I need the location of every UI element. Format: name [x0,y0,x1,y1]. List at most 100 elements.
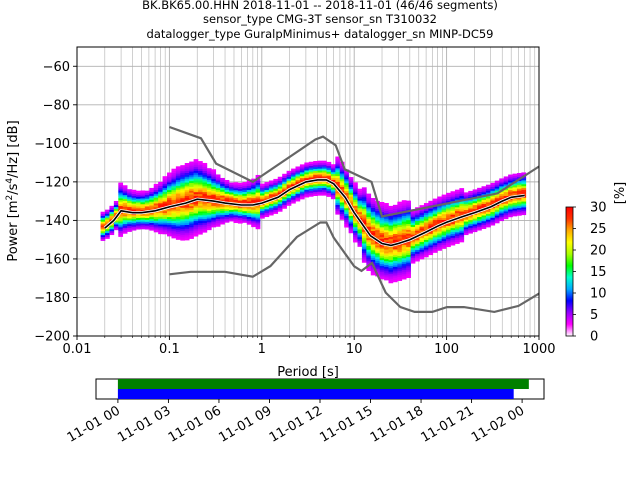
heatmap-cell [273,202,279,205]
heatmap-cell [180,226,186,230]
heatmap-cell [237,192,243,195]
heatmap-cell [375,208,380,211]
heatmap-cell [144,194,150,197]
heatmap-cell [233,182,239,185]
heatmap-cell [180,211,186,214]
heatmap-cell [273,194,279,197]
heatmap-cell [428,216,434,219]
heatmap-cell [366,243,372,246]
heatmap-cell [268,193,274,197]
heatmap-cell [260,195,265,198]
heatmap-cell [353,226,358,229]
heatmap-cell [264,185,270,189]
heatmap-cell [264,207,270,210]
heatmap-cell [499,182,504,185]
heatmap-cell [419,245,425,248]
heatmap-cell [339,200,345,203]
heatmap-cell [211,219,217,222]
heatmap-cell [397,217,403,220]
heatmap-cell [388,252,394,255]
heatmap-cell [335,164,341,167]
heatmap-cell [485,225,491,228]
heatmap-cell [330,170,336,173]
heatmap-cell [295,178,301,181]
heatmap-cell [224,206,230,210]
heatmap-cell [441,206,447,209]
heatmap-cell [131,201,137,204]
heatmap-cell [516,201,522,205]
heatmap-cell [415,214,420,218]
heatmap-cell [180,209,186,212]
heatmap-cell [202,180,208,183]
heatmap-cell [397,267,403,270]
heatmap-cell [388,254,394,257]
heatmap-cell [100,219,106,222]
heatmap-cell [136,215,141,218]
heatmap-cell [357,188,363,191]
heatmap-cell [375,264,380,267]
heatmap-cell [136,225,141,228]
heatmap-cell [211,192,217,195]
heatmap-cell [180,174,186,178]
heatmap-cell [415,220,420,223]
heatmap-cell [401,232,407,236]
heatmap-cell [446,240,451,244]
heatmap-cell [410,253,416,256]
heatmap-cell [361,247,367,250]
heatmap-cell [423,203,429,206]
heatmap-cell [193,161,199,164]
heatmap-cell [494,217,500,220]
heatmap-cell [277,197,283,201]
heatmap-cell [499,213,504,216]
heatmap-cell [494,213,500,216]
heatmap-cell [370,228,376,232]
heatmap-cell [454,237,460,241]
heatmap-cell [419,241,425,244]
heatmap-cell [437,200,442,203]
heatmap-cell [171,207,177,210]
heatmap-cell [379,232,385,236]
heatmap-cell [277,180,283,183]
heatmap-cell [397,269,403,272]
heatmap-cell [410,255,416,258]
heatmap-cell [392,208,398,211]
heatmap-cell [401,225,407,228]
heatmap-cell [454,203,460,206]
heatmap-cell [490,207,496,211]
heatmap-cell [357,209,363,213]
heatmap-cell [477,197,482,200]
heatmap-cell [406,269,411,273]
heatmap-cell [122,216,128,219]
heatmap-cell [472,191,478,194]
heatmap-cell [370,253,376,257]
heatmap-cell [428,214,434,217]
heatmap-cell [180,238,186,241]
heatmap-cell [388,281,394,284]
heatmap-cell [167,180,172,183]
heatmap-cell [251,209,256,212]
heatmap-cell [140,200,146,203]
heatmap-cell [184,216,190,220]
heatmap-cell [415,251,420,254]
heatmap-cell [366,255,372,258]
heatmap-cell [521,180,527,183]
heatmap-cell [508,193,513,197]
heatmap-cell [229,217,234,220]
heatmap-cell [255,213,261,216]
heatmap-cell [357,198,363,201]
heatmap-cell [516,190,522,193]
heatmap-cell [264,210,270,214]
heatmap-cell [441,242,447,245]
heatmap-cell [268,211,274,214]
heatmap-cell [189,234,194,237]
heatmap-cell [485,200,491,203]
heatmap-cell [220,187,225,190]
heatmap-cell [233,184,239,187]
heatmap-cell [202,176,208,179]
heatmap-cell [366,239,372,243]
heatmap-cell [175,197,181,200]
heatmap-cell [415,257,420,260]
heatmap-cell [370,273,376,276]
heatmap-cell [521,189,527,192]
heatmap-cell [326,171,332,174]
